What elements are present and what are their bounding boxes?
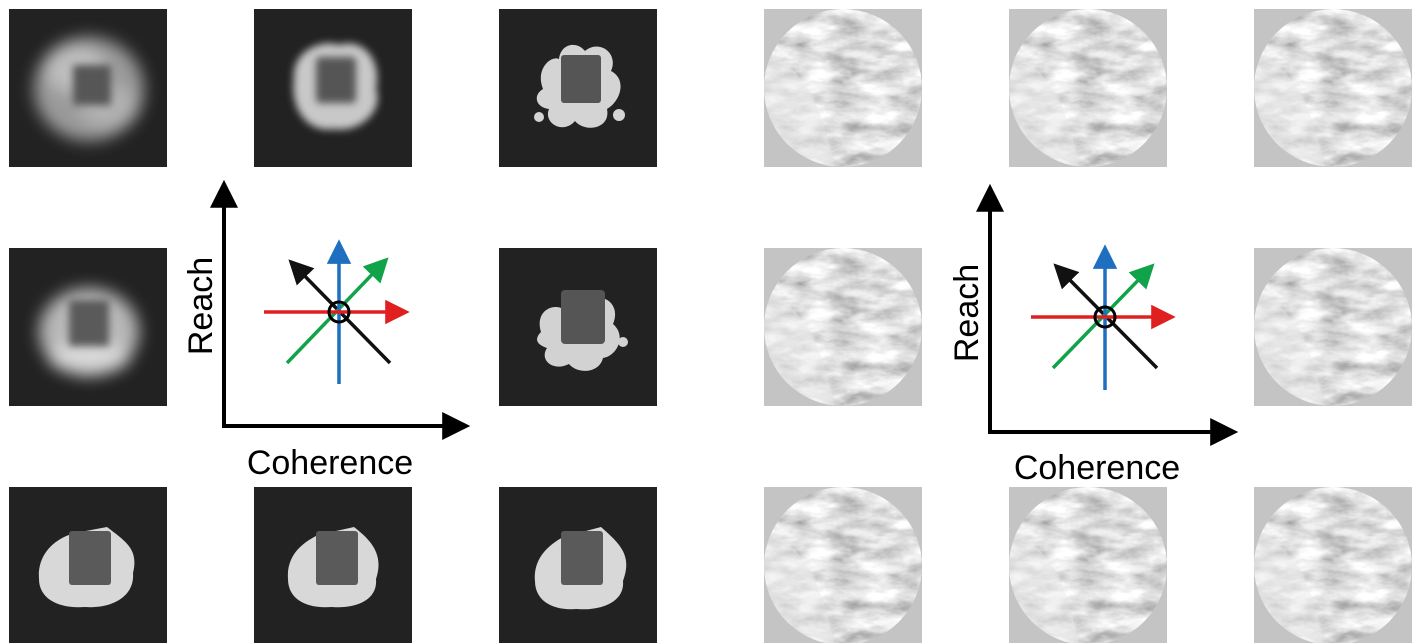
x-axis-label: Coherence (1014, 449, 1180, 487)
thumbnail-top-center (254, 9, 412, 167)
y-axis-label: Reach (948, 264, 986, 362)
left-panel: Coherence Reach (9, 9, 657, 643)
thumbnail-bottom-left (9, 487, 167, 643)
thumbnail-top-center (1009, 9, 1167, 167)
thumbnail-bottom-right (499, 487, 657, 643)
thumbnail-bottom-left (764, 487, 922, 643)
right-axes: Coherence Reach (948, 183, 1239, 487)
thumbnail-bottom-right (1254, 487, 1412, 643)
origin-circle (1093, 305, 1117, 329)
thumbnail-middle-right (1254, 248, 1412, 406)
right-panel: Coherence Reach (764, 9, 1412, 643)
thumbnail-middle-left (9, 248, 167, 406)
left-direction-arrows (264, 239, 410, 384)
thumbnail-bottom-center (1009, 487, 1167, 643)
thumbnail-middle-right (499, 248, 657, 406)
thumbnail-top-right (499, 9, 657, 167)
origin-circle (327, 300, 351, 324)
y-axis-label: Reach (182, 257, 220, 355)
thumbnail-top-left (9, 9, 167, 167)
thumbnail-top-right (1254, 9, 1412, 167)
thumbnail-middle-left (764, 248, 922, 406)
left-axes: Coherence Reach (182, 179, 471, 482)
thumbnail-bottom-center (254, 487, 412, 643)
x-axis-label: Coherence (247, 444, 413, 482)
right-direction-arrows (1031, 244, 1176, 390)
thumbnail-top-left (764, 9, 922, 167)
